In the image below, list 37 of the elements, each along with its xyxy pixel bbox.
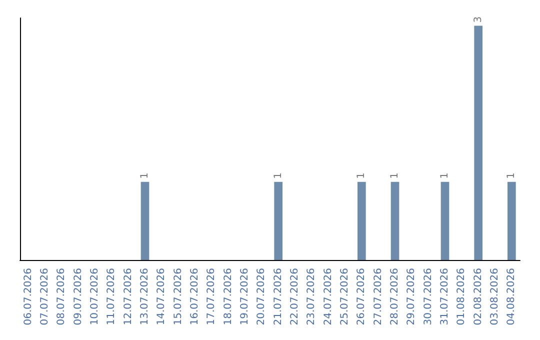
x-tick-label: 31.07.2026 [440, 268, 450, 326]
x-tick-label: 26.07.2026 [356, 268, 368, 326]
x-tick-label: 28.07.2026 [390, 268, 400, 326]
x-tick-label: 09.07.2026 [72, 268, 84, 326]
x-tick-label: 15.07.2026 [172, 268, 184, 326]
x-tick-label: 27.07.2026 [372, 268, 384, 326]
x-tick-label: 20.07.2026 [256, 268, 268, 326]
data-label: 1 [272, 172, 284, 179]
x-tick-label: 10.07.2026 [90, 268, 100, 326]
x-tick-label: 21.07.2026 [272, 268, 284, 326]
x-tick-label: 12.07.2026 [122, 268, 134, 326]
x-tick-label: 30.07.2026 [422, 268, 434, 326]
data-label: 1 [356, 172, 368, 179]
x-tick-label: 07.07.2026 [40, 268, 50, 326]
x-tick-label: 19.07.2026 [240, 268, 250, 326]
x-tick-label: 16.07.2026 [190, 268, 200, 326]
data-label: 1 [140, 172, 150, 179]
data-label: 1 [440, 172, 450, 179]
x-tick-label: 22.07.2026 [290, 268, 300, 326]
data-label: 1 [506, 172, 518, 179]
x-tick-label: 14.07.2026 [156, 268, 168, 326]
x-tick-label: 25.07.2026 [340, 268, 350, 326]
x-tick-label: 01.08.2026 [456, 268, 468, 326]
x-tick-label: 11.07.2026 [106, 268, 118, 326]
x-tick-label: 04.08.2026 [506, 268, 518, 326]
x-tick-label: 18.07.2026 [222, 268, 234, 326]
x-tick-label: 13.07.2026 [140, 268, 150, 326]
data-label: 1 [390, 172, 400, 179]
x-tick-label: 03.08.2026 [490, 268, 500, 326]
x-tick-label: 17.07.2026 [206, 268, 218, 326]
x-tick-label: 06.07.2026 [22, 268, 34, 326]
x-tick-label: 02.08.2026 [472, 268, 484, 326]
x-tick-label: 23.07.2026 [306, 268, 318, 326]
x-tick-label: 08.07.2026 [56, 268, 68, 326]
data-label: 3 [472, 16, 484, 23]
x-tick-label: 29.07.2026 [406, 268, 418, 326]
x-tick-label: 24.07.2026 [322, 268, 334, 326]
